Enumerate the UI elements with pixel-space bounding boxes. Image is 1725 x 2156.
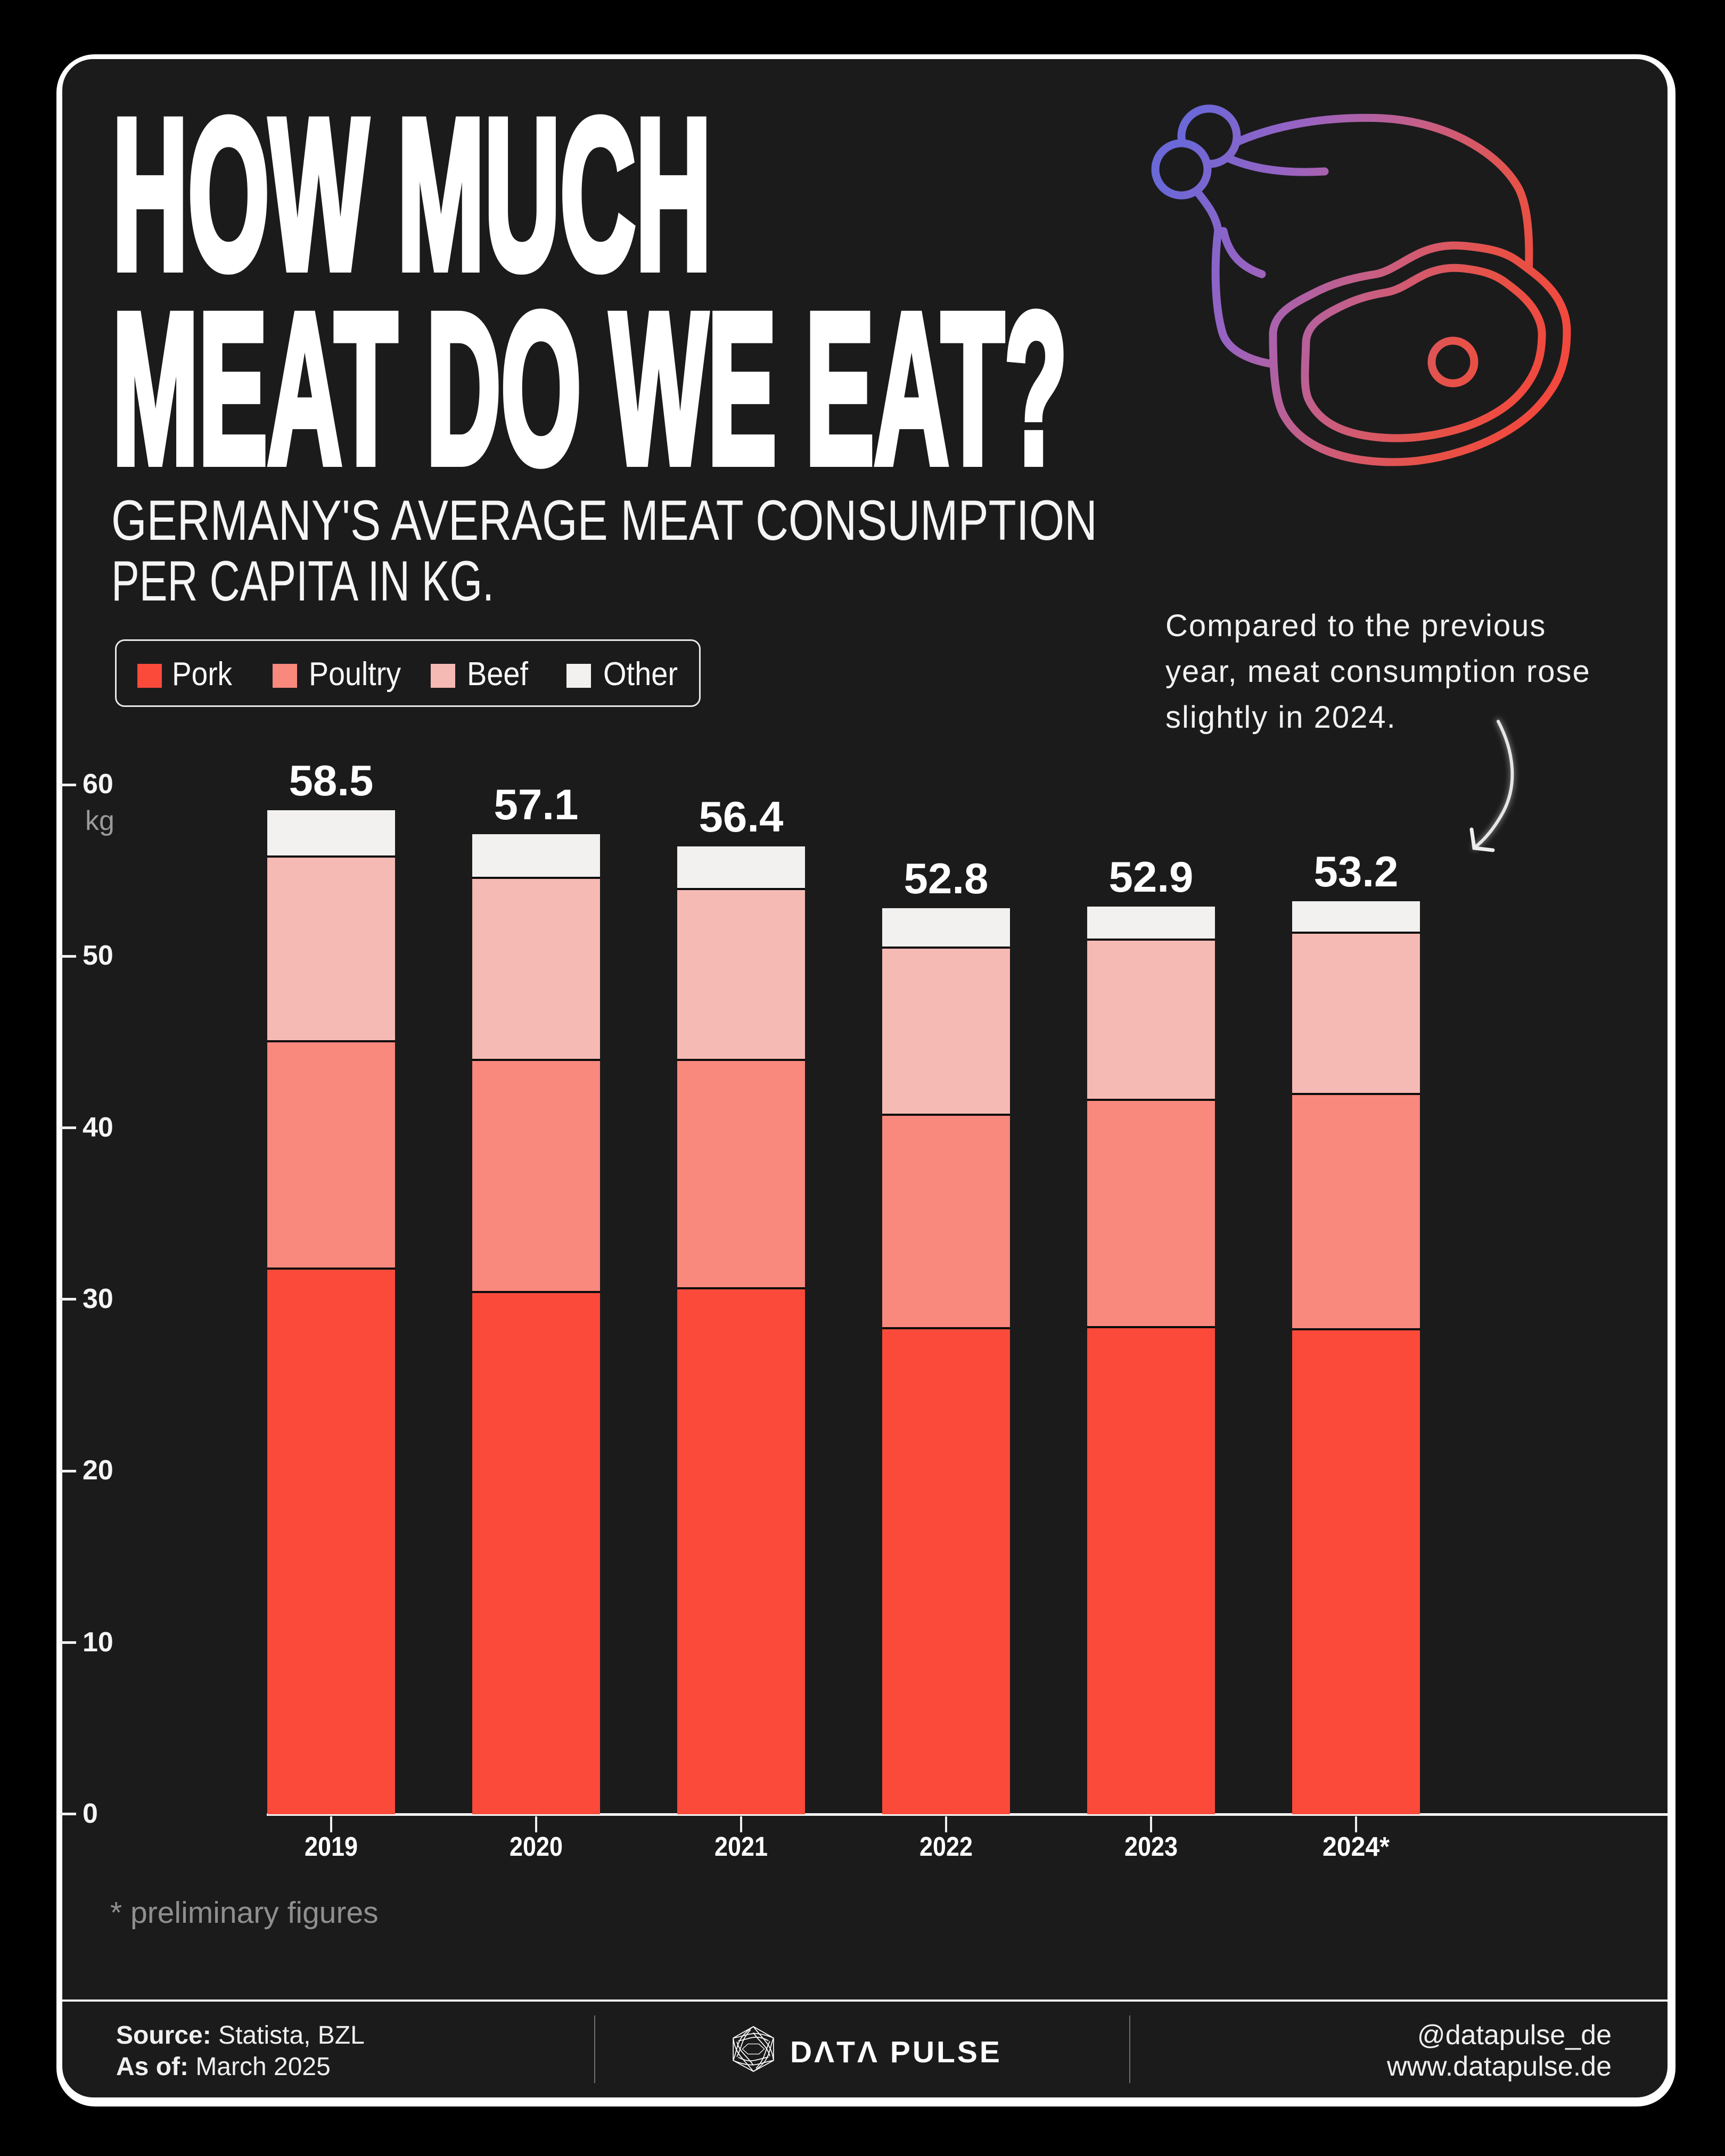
svg-text:2020: 2020 bbox=[510, 1831, 563, 1862]
svg-text:53.2: 53.2 bbox=[1314, 848, 1399, 896]
svg-text:PER CAPITA IN KG.: PER CAPITA IN KG. bbox=[111, 549, 494, 612]
svg-text:GERMANY'S AVERAGE MEAT CONSUMP: GERMANY'S AVERAGE MEAT CONSUMPTION bbox=[111, 488, 1097, 552]
svg-text:Pork: Pork bbox=[172, 656, 233, 693]
svg-text:MEAT DO WE EAT?: MEAT DO WE EAT? bbox=[112, 269, 1067, 508]
svg-text:52.8: 52.8 bbox=[904, 855, 989, 903]
svg-text:2024*: 2024* bbox=[1322, 1831, 1390, 1862]
svg-text:Beef: Beef bbox=[467, 656, 529, 693]
svg-text:2019: 2019 bbox=[305, 1831, 358, 1862]
svg-text:56.4: 56.4 bbox=[699, 793, 784, 841]
svg-text:2023: 2023 bbox=[1124, 1831, 1178, 1862]
svg-text:52.9: 52.9 bbox=[1109, 853, 1194, 901]
svg-text:Poultry: Poultry bbox=[309, 656, 401, 693]
svg-text:Other: Other bbox=[603, 656, 678, 693]
svg-text:58.5: 58.5 bbox=[289, 757, 374, 805]
svg-text:2022: 2022 bbox=[919, 1831, 973, 1862]
svg-text:HOW MUCH: HOW MUCH bbox=[112, 75, 711, 314]
svg-text:2021: 2021 bbox=[714, 1831, 768, 1862]
svg-text:57.1: 57.1 bbox=[494, 781, 579, 829]
